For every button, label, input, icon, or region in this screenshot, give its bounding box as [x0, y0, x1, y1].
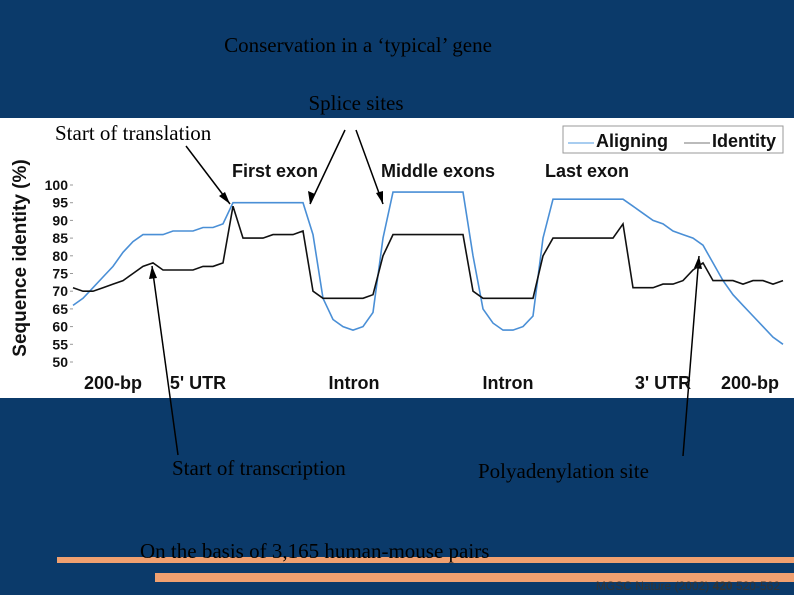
arrowhead [376, 191, 383, 204]
region-label: 200-bp [721, 373, 779, 393]
accent-bar [155, 573, 794, 582]
arrowhead [219, 192, 230, 204]
y-tick-label: 100 [45, 177, 69, 193]
region-label: Intron [483, 373, 534, 393]
y-tick-label: 80 [52, 248, 68, 264]
legend-label: Aligning [596, 131, 668, 151]
y-tick-label: 60 [52, 319, 68, 335]
legend-label: Identity [712, 131, 776, 151]
region-label: Intron [329, 373, 380, 393]
region-label: Middle exons [381, 161, 495, 181]
y-tick-label: 90 [52, 212, 68, 228]
y-tick-label: 95 [52, 195, 68, 211]
annotation: Start of translation [55, 121, 212, 145]
y-tick-label: 85 [52, 230, 68, 246]
y-tick-label: 55 [52, 336, 68, 352]
region-label: 5' UTR [170, 373, 226, 393]
data-line [72, 191, 784, 345]
arrowhead [308, 191, 315, 204]
y-tick-label: 50 [52, 354, 68, 370]
y-axis-label: Sequence identity (%) [10, 159, 31, 356]
annotation: Splice sites [308, 91, 403, 115]
data-line [72, 205, 784, 300]
legend-box [562, 125, 784, 154]
y-tick-label: 70 [52, 283, 68, 299]
y-tick-label: 75 [52, 266, 68, 282]
citation: MGSC Nature (2002) 420 520-562 [596, 579, 780, 593]
region-label: First exon [232, 161, 318, 181]
arrows [151, 129, 700, 457]
y-tick-label: 65 [52, 301, 68, 317]
arrow [151, 265, 179, 456]
region-label: Last exon [545, 161, 629, 181]
arrow [355, 129, 384, 205]
annotation: Polyadenylation site [478, 459, 649, 483]
citation-pages: 520-562 [736, 579, 780, 593]
accent-bar [57, 557, 794, 563]
chart-panel [0, 118, 794, 398]
slide-title: Conservation in a ‘typical’ gene [224, 33, 492, 57]
annotation: Start of transcription [172, 456, 346, 480]
arrow [682, 255, 700, 457]
citation-source: MGSC Nature (2002) [596, 579, 709, 593]
arrow [309, 129, 346, 205]
region-label: 200-bp [84, 373, 142, 393]
region-label: 3' UTR [635, 373, 691, 393]
arrowhead [149, 266, 157, 279]
note: On the basis of 3,165 human-mouse pairs [140, 539, 489, 563]
citation-volume: 420 [713, 579, 733, 593]
